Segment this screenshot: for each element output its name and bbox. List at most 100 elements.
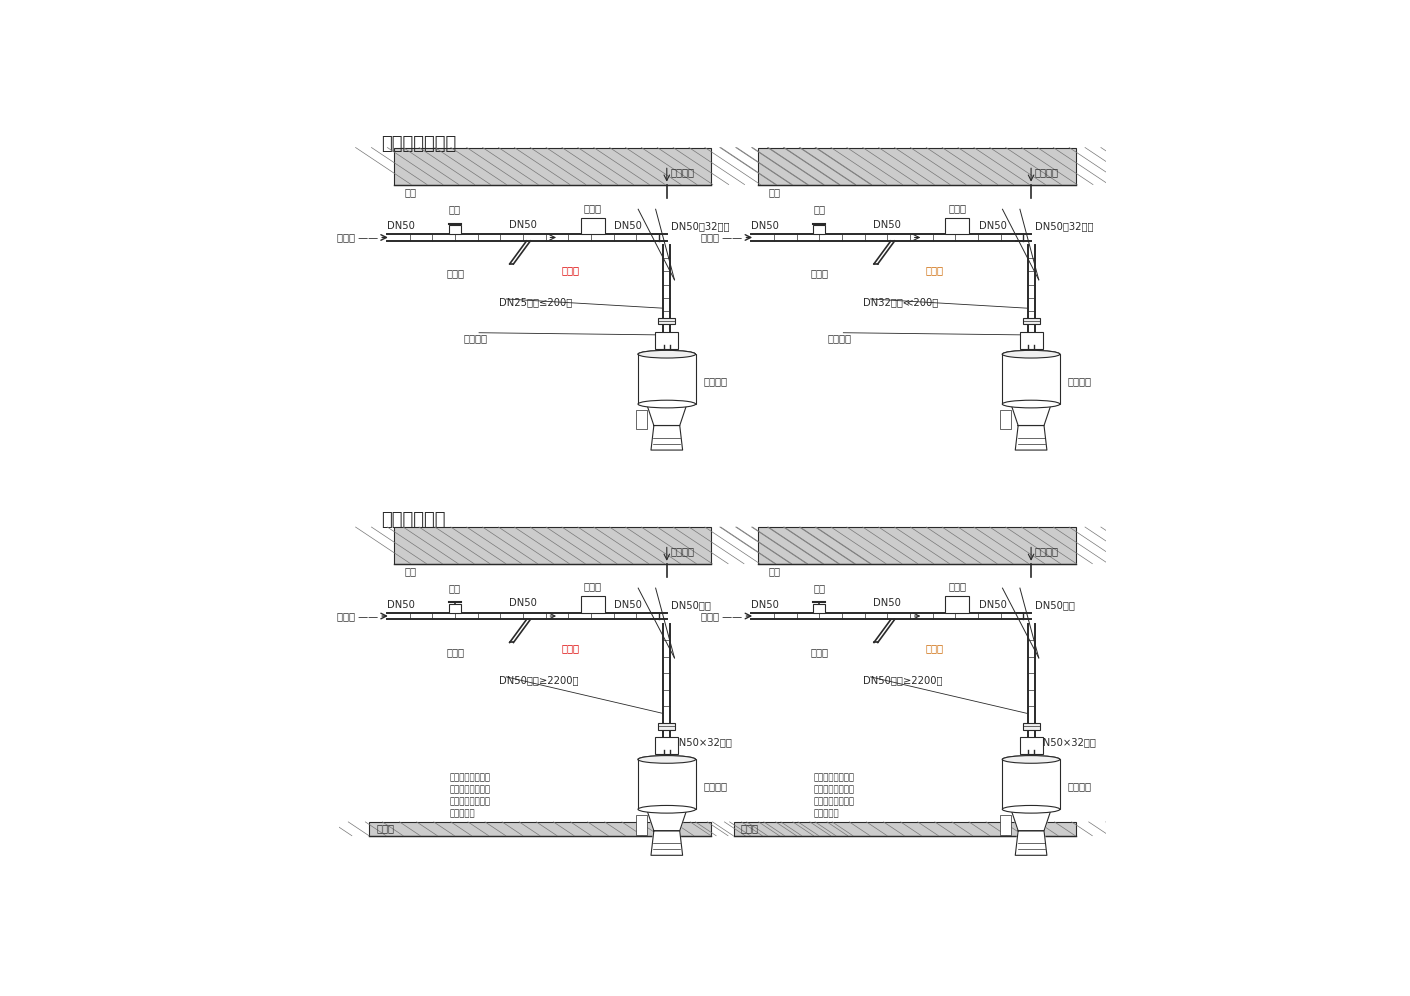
Text: DN50: DN50: [386, 600, 415, 610]
Bar: [581, 596, 605, 613]
Text: DN50弯头: DN50弯头: [671, 600, 711, 610]
Text: 电磁阀: 电磁阀: [584, 582, 602, 592]
Bar: [639, 759, 695, 810]
Text: 阀门: 阀门: [448, 204, 461, 214]
Text: 过滤器: 过滤器: [447, 646, 464, 656]
Bar: [658, 723, 675, 729]
Ellipse shape: [639, 756, 695, 763]
Bar: [1000, 410, 1011, 429]
Bar: [1019, 332, 1042, 349]
Bar: [636, 410, 647, 429]
Ellipse shape: [639, 756, 695, 763]
Text: 空腔应保证灭火装
置的正常运转并留
有余量：不得遮挡
探测及喷水: 空腔应保证灭火装 置的正常运转并留 有余量：不得遮挡 探测及喷水: [450, 774, 491, 818]
Text: 楼板: 楼板: [405, 566, 416, 576]
Text: DN50: DN50: [979, 221, 1007, 231]
Text: DN50短管≥2200㎜: DN50短管≥2200㎜: [863, 675, 942, 685]
Polygon shape: [651, 831, 682, 856]
Text: DN50: DN50: [615, 221, 642, 231]
Ellipse shape: [639, 400, 695, 408]
Polygon shape: [647, 404, 687, 425]
Bar: [1003, 355, 1060, 404]
Polygon shape: [1015, 831, 1046, 856]
Text: 阀门: 阀门: [814, 204, 825, 214]
Bar: [814, 225, 825, 234]
Bar: [393, 147, 712, 184]
Bar: [448, 604, 461, 613]
Text: DN50: DN50: [509, 220, 537, 230]
Text: 楼板: 楼板: [405, 187, 416, 197]
Text: 过滤器: 过滤器: [811, 646, 829, 656]
Bar: [1000, 816, 1011, 835]
Bar: [1022, 723, 1039, 729]
Text: 进水管 ——: 进水管 ——: [701, 232, 742, 242]
Text: DN50弯头: DN50弯头: [1035, 600, 1074, 610]
Text: 灭火装置: 灭火装置: [704, 781, 728, 791]
Text: DN50×32变径: DN50×32变径: [1035, 737, 1096, 747]
Text: 进水管 ——: 进水管 ——: [701, 611, 742, 622]
Text: 加电盒: 加电盒: [561, 643, 580, 653]
Text: DN32短管≪200㎜: DN32短管≪200㎜: [863, 298, 938, 308]
Bar: [759, 147, 1076, 184]
Text: 灭火装置: 灭火装置: [1067, 376, 1091, 386]
Text: 固定支架: 固定支架: [671, 546, 695, 556]
Ellipse shape: [1003, 351, 1060, 358]
Ellipse shape: [639, 351, 695, 358]
Ellipse shape: [1003, 400, 1060, 408]
Text: DN50: DN50: [615, 600, 642, 610]
Text: 配套线束: 配套线束: [828, 333, 852, 343]
Text: 电磁阀: 电磁阀: [948, 203, 966, 213]
Bar: [639, 355, 695, 404]
Text: 电磁阀: 电磁阀: [948, 582, 966, 592]
Text: 空腔应保证灭火装
置的正常运转并留
有余量：不得遮挡
探测及喷水: 空腔应保证灭火装 置的正常运转并留 有余量：不得遮挡 探测及喷水: [814, 774, 854, 818]
Text: 灭火装置: 灭火装置: [704, 376, 728, 386]
Text: 进水管 ——: 进水管 ——: [337, 232, 378, 242]
Text: DN50: DN50: [873, 599, 901, 609]
Text: 灭火装置: 灭火装置: [1067, 781, 1091, 791]
Bar: [656, 737, 678, 754]
Polygon shape: [1011, 404, 1052, 425]
Text: DN50: DN50: [386, 221, 415, 231]
Bar: [581, 217, 605, 234]
Text: 固定支架: 固定支架: [1035, 546, 1059, 556]
Text: 加电盒: 加电盒: [926, 643, 943, 653]
Text: 阀门: 阀门: [448, 583, 461, 593]
Text: 进水管 ——: 进水管 ——: [337, 611, 378, 622]
Bar: [636, 816, 647, 835]
Ellipse shape: [1003, 351, 1060, 358]
Ellipse shape: [1003, 756, 1060, 763]
Ellipse shape: [1003, 756, 1060, 763]
Text: 楼板或架空安装: 楼板或架空安装: [381, 134, 457, 152]
Text: DN50: DN50: [752, 221, 780, 231]
Bar: [1022, 318, 1039, 325]
Text: DN50: DN50: [752, 600, 780, 610]
Bar: [369, 822, 712, 836]
Bar: [945, 596, 970, 613]
Bar: [1003, 759, 1060, 810]
Bar: [656, 332, 678, 349]
Text: 阀门: 阀门: [814, 583, 825, 593]
Text: DN50变32弯头: DN50变32弯头: [671, 221, 729, 231]
Polygon shape: [651, 425, 682, 450]
Ellipse shape: [1003, 806, 1060, 813]
Polygon shape: [1011, 810, 1052, 831]
Bar: [759, 527, 1076, 564]
Text: DN50: DN50: [979, 600, 1007, 610]
Polygon shape: [647, 810, 687, 831]
Bar: [733, 822, 1076, 836]
Text: 固定支架: 固定支架: [1035, 167, 1059, 177]
Text: DN50: DN50: [509, 599, 537, 609]
Text: 固定支架: 固定支架: [671, 167, 695, 177]
Text: DN25短管≤200㎜: DN25短管≤200㎜: [499, 298, 572, 308]
Text: 过滤器: 过滤器: [447, 268, 464, 278]
Text: 楼板: 楼板: [768, 566, 781, 576]
Bar: [393, 527, 712, 564]
Text: 楼板: 楼板: [768, 187, 781, 197]
Text: 天花板: 天花板: [376, 824, 395, 834]
Bar: [448, 225, 461, 234]
Bar: [658, 318, 675, 325]
Text: 配套线束: 配套线束: [464, 333, 488, 343]
Ellipse shape: [639, 351, 695, 358]
Text: 天花吊顶安装: 天花吊顶安装: [381, 511, 446, 529]
Bar: [945, 217, 970, 234]
Bar: [814, 604, 825, 613]
